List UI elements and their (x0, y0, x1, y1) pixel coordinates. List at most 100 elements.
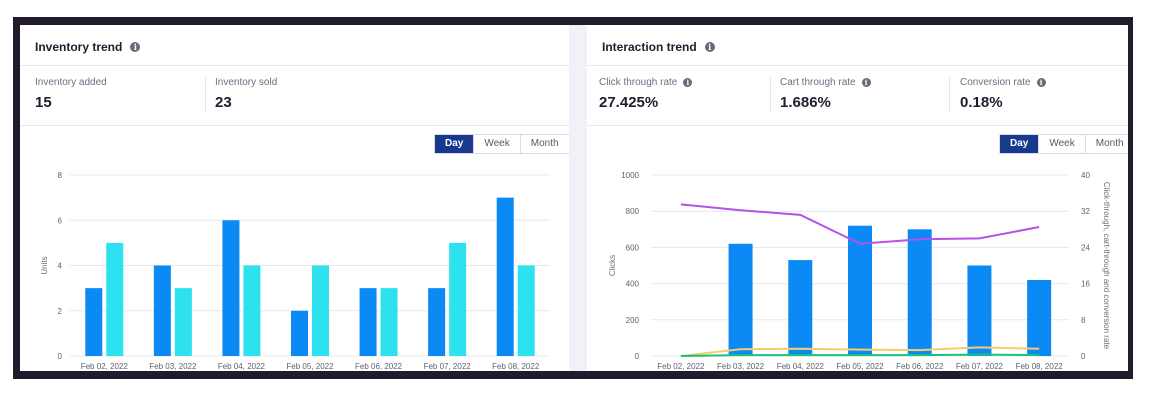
divider (770, 77, 771, 113)
bar-series-1 (359, 288, 377, 356)
divider (20, 65, 569, 66)
y-tick-label: 8 (58, 171, 63, 180)
y-right-tick-label: 16 (1081, 280, 1090, 289)
metric-label-text: Click through rate (599, 77, 678, 88)
bar-clicks (848, 225, 872, 356)
metric-label-text: Conversion rate (960, 77, 1031, 88)
y-tick-label: 400 (626, 280, 640, 289)
x-tick-label: Feb 05, 2022 (286, 362, 334, 371)
bar-series-1 (153, 265, 171, 356)
y-right-tick-label: 8 (1081, 316, 1086, 325)
metric-inventory-added: Inventory added 15 (35, 77, 107, 111)
line-cart-through-rate (680, 346, 1040, 357)
y-right-tick-label: 32 (1081, 207, 1090, 216)
period-day-button[interactable]: Day (435, 135, 474, 153)
y-tick-label: 1000 (621, 171, 639, 180)
bar-clicks (1027, 279, 1052, 356)
period-selector: Day Week Month (999, 134, 1128, 154)
y-tick-label: 800 (626, 207, 640, 216)
bar-series-2 (449, 242, 467, 356)
line-click-through-rate (680, 203, 1040, 245)
info-icon[interactable]: i (683, 78, 693, 87)
period-month-button[interactable]: Month (1084, 135, 1128, 153)
metric-cart-through-rate: Cart through rate i 1.686% (780, 77, 871, 111)
metric-value: 15 (35, 94, 52, 111)
divider (587, 125, 1128, 126)
bar-series-2 (174, 288, 192, 356)
inventory-trend-title: Inventory trend i (35, 40, 141, 54)
y-tick-label: 0 (58, 352, 63, 361)
metric-conversion-rate: Conversion rate i 0.18% (960, 77, 1046, 111)
y-tick-label: 2 (58, 307, 63, 316)
metric-label: Click through rate i (599, 77, 693, 88)
info-icon[interactable]: i (1036, 78, 1046, 87)
y-right-tick-label: 24 (1081, 243, 1090, 252)
bar-clicks (728, 243, 753, 356)
metric-value: 27.425% (599, 94, 659, 111)
y-tick-label: 4 (58, 262, 63, 271)
interaction-chart: 0 200 400 600 800 1000 0 8 16 24 32 40 Clicks Click-t… (608, 171, 1111, 371)
metric-label-text: Cart through rate (780, 77, 856, 88)
bar-series-1 (428, 288, 446, 356)
info-icon[interactable]: i (704, 42, 715, 52)
x-tick-label: Feb 06, 2022 (896, 362, 944, 371)
y-right-tick-label: 40 (1081, 171, 1090, 180)
x-tick-label: Feb 02, 2022 (81, 362, 129, 371)
info-icon[interactable]: i (130, 42, 141, 52)
interaction-trend-panel: Interaction trend i Click through rate i… (587, 25, 1128, 371)
bar-clicks (907, 229, 932, 356)
x-tick-label: Feb 08, 2022 (492, 362, 540, 371)
inventory-chart: 0 2 4 6 8 Units Feb 02, 2022 Feb 03, 2022 Feb 04… (40, 171, 550, 371)
inventory-trend-panel: Inventory trend i Inventory added 15 Inv… (20, 25, 569, 371)
info-icon[interactable]: i (861, 78, 871, 87)
x-tick-label: Feb 03, 2022 (149, 362, 197, 371)
y-tick-label: 600 (626, 243, 640, 252)
x-tick-label: Feb 03, 2022 (717, 362, 765, 371)
bar-series-2 (312, 265, 329, 356)
period-month-button[interactable]: Month (519, 135, 569, 153)
x-tick-label: Feb 07, 2022 (956, 362, 1004, 371)
metric-value: 23 (215, 94, 232, 111)
divider (587, 65, 1128, 66)
y-tick-label: 6 (58, 216, 63, 225)
metric-value: 0.18% (960, 94, 1003, 111)
x-tick-label: Feb 07, 2022 (424, 362, 472, 371)
x-tick-label: Feb 06, 2022 (355, 362, 403, 371)
x-tick-label: Feb 04, 2022 (218, 362, 266, 371)
line-conversion-rate (680, 353, 1040, 357)
x-tick-label: Feb 02, 2022 (657, 362, 705, 371)
y-right-axis-label: Click-through, cart-through and conversi… (1102, 182, 1111, 350)
interaction-trend-title-text: Interaction trend (602, 40, 697, 54)
bar-series-2 (243, 265, 261, 356)
metric-value: 1.686% (780, 94, 831, 111)
y-tick-label: 200 (626, 316, 640, 325)
bar-series-1 (85, 288, 103, 356)
bar-series-2 (106, 242, 124, 356)
x-tick-label: Feb 04, 2022 (777, 362, 825, 371)
metric-label: Cart through rate i (780, 77, 871, 88)
y-axis-label: Units (40, 256, 49, 274)
period-week-button[interactable]: Week (473, 135, 520, 153)
bar-clicks (788, 260, 813, 356)
metric-label: Inventory added (35, 77, 107, 88)
y-axis-label: Clicks (608, 255, 617, 276)
x-tick-label: Feb 08, 2022 (1016, 362, 1064, 371)
metric-label: Inventory sold (215, 77, 278, 88)
y-right-tick-label: 0 (1081, 352, 1086, 361)
period-day-button[interactable]: Day (1000, 135, 1039, 153)
dashboard-area: Inventory trend i Inventory added 15 Inv… (20, 25, 1128, 371)
metric-label: Conversion rate i (960, 77, 1046, 88)
period-selector: Day Week Month (434, 134, 569, 154)
bar-series-1 (496, 197, 514, 356)
metric-inventory-sold: Inventory sold 23 (215, 77, 277, 111)
period-week-button[interactable]: Week (1038, 135, 1085, 153)
inventory-trend-title-text: Inventory trend (35, 40, 123, 54)
bar-series-1 (222, 220, 240, 356)
bar-series-1 (291, 310, 308, 356)
bar-series-2 (380, 288, 398, 356)
x-tick-label: Feb 05, 2022 (836, 362, 884, 371)
divider (20, 125, 569, 126)
metric-click-through-rate: Click through rate i 27.425% (599, 77, 693, 111)
interaction-trend-title: Interaction trend i (602, 40, 715, 54)
y-tick-label: 0 (635, 352, 640, 361)
